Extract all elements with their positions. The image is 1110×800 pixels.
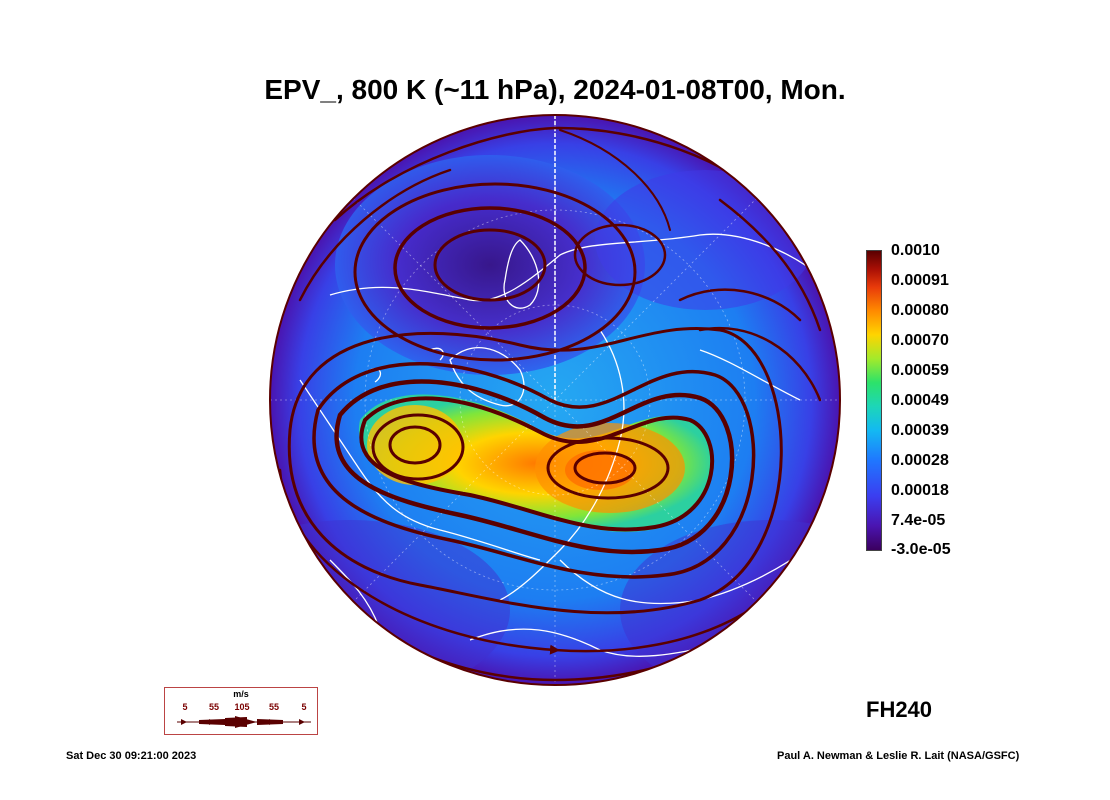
wind-legend-value: 105 xyxy=(234,702,250,712)
colorbar-tick: 0.00018 xyxy=(891,482,949,499)
colorbar-tick: 0.00080 xyxy=(891,302,949,319)
colorbar xyxy=(866,250,882,551)
map-border xyxy=(269,114,841,686)
timestamp: Sat Dec 30 09:21:00 2023 xyxy=(66,750,197,762)
credit: Paul A. Newman & Leslie R. Lait (NASA/GS… xyxy=(777,750,1020,762)
colorbar-tick: 7.4e-05 xyxy=(891,512,946,529)
colorbar-tick: 0.00070 xyxy=(891,332,949,349)
wind-unit-label: m/s xyxy=(233,689,249,699)
forecast-hour-label: FH240 xyxy=(866,697,933,722)
colorbar-tick: -3.0e-05 xyxy=(891,541,951,558)
wind-legend-value: 5 xyxy=(182,702,188,712)
colorbar-tick: 0.00028 xyxy=(891,452,949,469)
wind-legend-value: 5 xyxy=(301,702,307,712)
colorbar-tick: 0.0010 xyxy=(891,242,940,259)
colorbar-tick: 0.00049 xyxy=(891,392,949,409)
colorbar-tick: 0.00091 xyxy=(891,272,949,289)
colorbar-tick: 0.00039 xyxy=(891,422,949,439)
wind-legend-value: 55 xyxy=(208,702,220,712)
colorbar-tick: 0.00059 xyxy=(891,362,949,379)
wind-legend-value: 55 xyxy=(268,702,280,712)
wind-arrow-icon xyxy=(177,716,311,728)
map-title: EPV_, 800 K (~11 hPa), 2024-01-08T00, Mo… xyxy=(264,74,846,105)
wind-speed-legend: m/s 5 55 105 55 5 xyxy=(164,687,318,735)
